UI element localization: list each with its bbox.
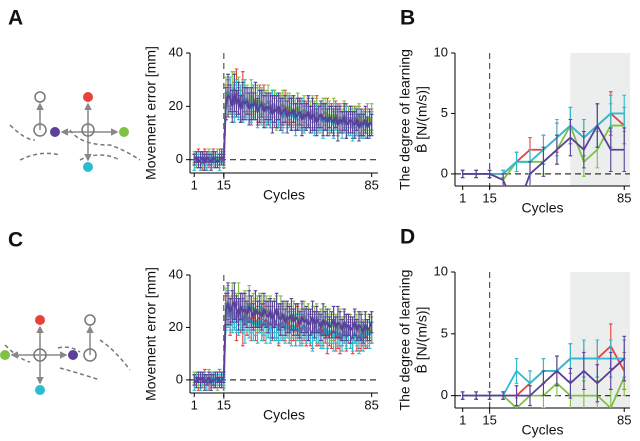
y-tick-label: 0 [441,165,448,180]
diagram-a [9,91,141,172]
x-tick-label: 85 [364,177,378,192]
x-tick-label: 1 [459,412,466,427]
shaded-region [570,272,630,408]
series-group [192,282,374,391]
x-tick-label: 15 [217,177,231,192]
error-bar [515,198,519,222]
x-axis-label: Cycles [521,200,563,216]
y-tick-label: 5 [441,105,448,120]
x-tick-label: 15 [482,190,496,205]
y-tick-label: 20 [169,319,183,334]
error-bar [460,391,465,400]
error-bar [622,127,627,173]
x-tick-label: 15 [217,397,231,412]
x-tick-label: 15 [482,412,496,427]
chart-panel: C 0 20 40 1 15 85 Cycles Movement error [mm] [8,229,379,423]
y-tick-label: 20 [169,98,183,113]
panel-label: B [400,7,415,30]
diagram-c [0,314,131,395]
y-axis-label: Movement error [mm] [143,46,159,180]
series-line [462,357,625,397]
error-bar [460,169,465,179]
y-axis-label: B̂ [N/(m/s)] [413,86,429,153]
y-axis-label: The degree of learning [397,49,413,190]
x-tick-label: 1 [191,397,198,412]
panel-label: D [400,226,415,249]
y-axis-label: Movement error [mm] [143,267,159,401]
series-line [462,123,625,186]
y-tick-label: 0 [176,151,183,166]
x-tick-label: 1 [459,190,466,205]
chart-panel: B 0 5 10 1 15 85 Cycles The degree of learning B̂… [397,7,632,222]
error-bar [369,113,374,137]
error-bar [369,311,374,334]
series-line [193,92,373,165]
x-axis-label: Cycles [263,187,305,203]
panel-label: A [8,7,23,30]
y-axis-label: The degree of learning [397,270,413,411]
x-tick-label: 85 [617,190,631,205]
series-group [460,91,627,222]
chart-panel: A 0 20 40 1 15 85 Cycles Movement error [mm] [8,7,379,203]
panel-label: C [8,229,23,252]
shaded-region [570,53,630,186]
y-tick-label: 40 [169,266,183,281]
x-tick-label: 85 [364,397,378,412]
chart-panel: D 0 5 10 1 15 85 Cycles The degree of learning B̂… [397,226,632,438]
series-group [460,323,627,408]
series-line [193,298,373,385]
y-tick-label: 40 [169,44,183,59]
series-group [192,68,374,171]
y-axis-label: B̂ [N/(m/s)] [413,307,429,374]
error-bar [622,335,627,382]
x-axis-label: Cycles [521,422,563,438]
x-axis-label: Cycles [263,407,305,423]
x-tick-label: 1 [191,177,198,192]
x-tick-label: 85 [617,412,631,427]
y-tick-label: 10 [434,263,448,278]
error-bar [192,374,197,386]
y-tick-label: 0 [441,387,448,402]
y-tick-label: 0 [176,371,183,386]
y-tick-label: 5 [441,325,448,340]
y-tick-label: 10 [434,44,448,59]
